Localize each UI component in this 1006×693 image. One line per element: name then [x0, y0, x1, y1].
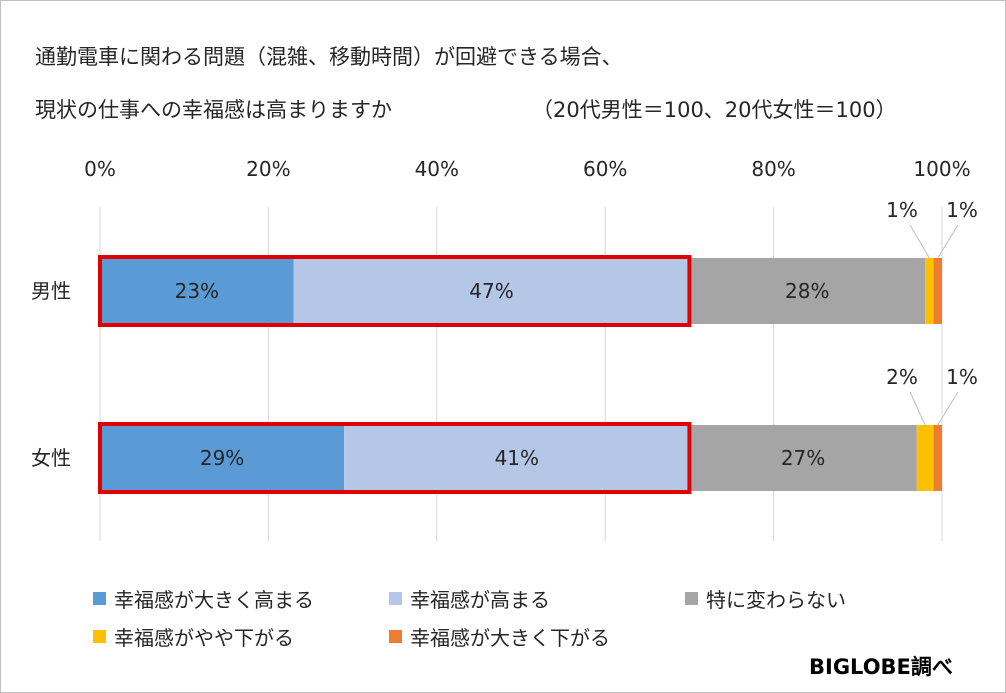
legend-label-2: 特に変わらない: [706, 588, 846, 612]
bar-segment-0-1: [293, 258, 690, 324]
bar-segment-1-3: [916, 425, 934, 491]
bar-segment-1-0: [100, 425, 345, 491]
category-label-1: 女性: [31, 446, 71, 470]
x-tick-label-1: 20%: [246, 157, 290, 181]
x-tick-label-3: 60%: [583, 157, 627, 181]
data-label-0-1: 47%: [469, 279, 513, 303]
data-label-1-2: 27%: [781, 446, 825, 470]
legend-label-1: 幸福感が高まる: [410, 588, 550, 612]
legend-item-2: 特に変わらない: [685, 584, 846, 613]
leader-line-1-3: [909, 391, 926, 426]
legend-label-4: 幸福感が大きく下がる: [410, 626, 610, 650]
leader-line-0-3: [909, 224, 930, 259]
highlight-box-0: [98, 255, 692, 327]
x-tick-label-5: 100%: [913, 157, 970, 181]
data-label-0-4: 1%: [946, 198, 978, 222]
legend-swatch-2: [685, 592, 698, 605]
bar-segment-1-2: [689, 425, 917, 491]
bar-segment-0-3: [925, 258, 934, 324]
legend-label-3: 幸福感がやや下がる: [114, 626, 294, 650]
highlight-box-1: [98, 422, 692, 494]
legend-swatch-1: [389, 592, 402, 605]
category-label-0: 男性: [31, 279, 71, 303]
chart-title-line-2: 現状の仕事への幸福感は高まりますか: [35, 98, 392, 122]
bar-segment-1-4: [933, 425, 942, 491]
data-label-1-0: 29%: [200, 446, 244, 470]
chart-title-note: （20代男性＝100、20代女性＝100）: [532, 98, 897, 122]
x-tick-label-4: 80%: [751, 157, 795, 181]
data-label-0-2: 28%: [785, 279, 829, 303]
legend-item-1: 幸福感が高まる: [389, 584, 550, 613]
data-label-1-4: 1%: [946, 365, 978, 389]
x-tick-label-2: 40%: [415, 157, 459, 181]
leader-line-0-4: [937, 224, 959, 259]
data-label-1-1: 41%: [495, 446, 539, 470]
data-label-0-3: 1%: [886, 198, 918, 222]
legend-item-3: 幸福感がやや下がる: [93, 622, 294, 651]
bar-segment-0-0: [100, 258, 294, 324]
source-credit: BIGLOBE調べ: [809, 655, 953, 679]
legend-swatch-4: [389, 630, 402, 643]
legend-item-0: 幸福感が大きく高まる: [93, 584, 314, 613]
legend-swatch-0: [93, 592, 106, 605]
chart-title-line-1: 通勤電車に関わる問題（混雑、移動時間）が回避できる場合、: [35, 45, 623, 69]
bar-segment-1-1: [344, 425, 690, 491]
legend-swatch-3: [93, 630, 106, 643]
data-label-1-3: 2%: [886, 365, 918, 389]
legend-label-0: 幸福感が大きく高まる: [114, 588, 314, 612]
bar-segment-0-2: [689, 258, 926, 324]
bar-segment-0-4: [933, 258, 942, 324]
leader-line-1-4: [937, 391, 959, 426]
legend-item-4: 幸福感が大きく下がる: [389, 622, 610, 651]
x-tick-label-0: 0%: [84, 157, 116, 181]
data-label-0-0: 23%: [175, 279, 219, 303]
